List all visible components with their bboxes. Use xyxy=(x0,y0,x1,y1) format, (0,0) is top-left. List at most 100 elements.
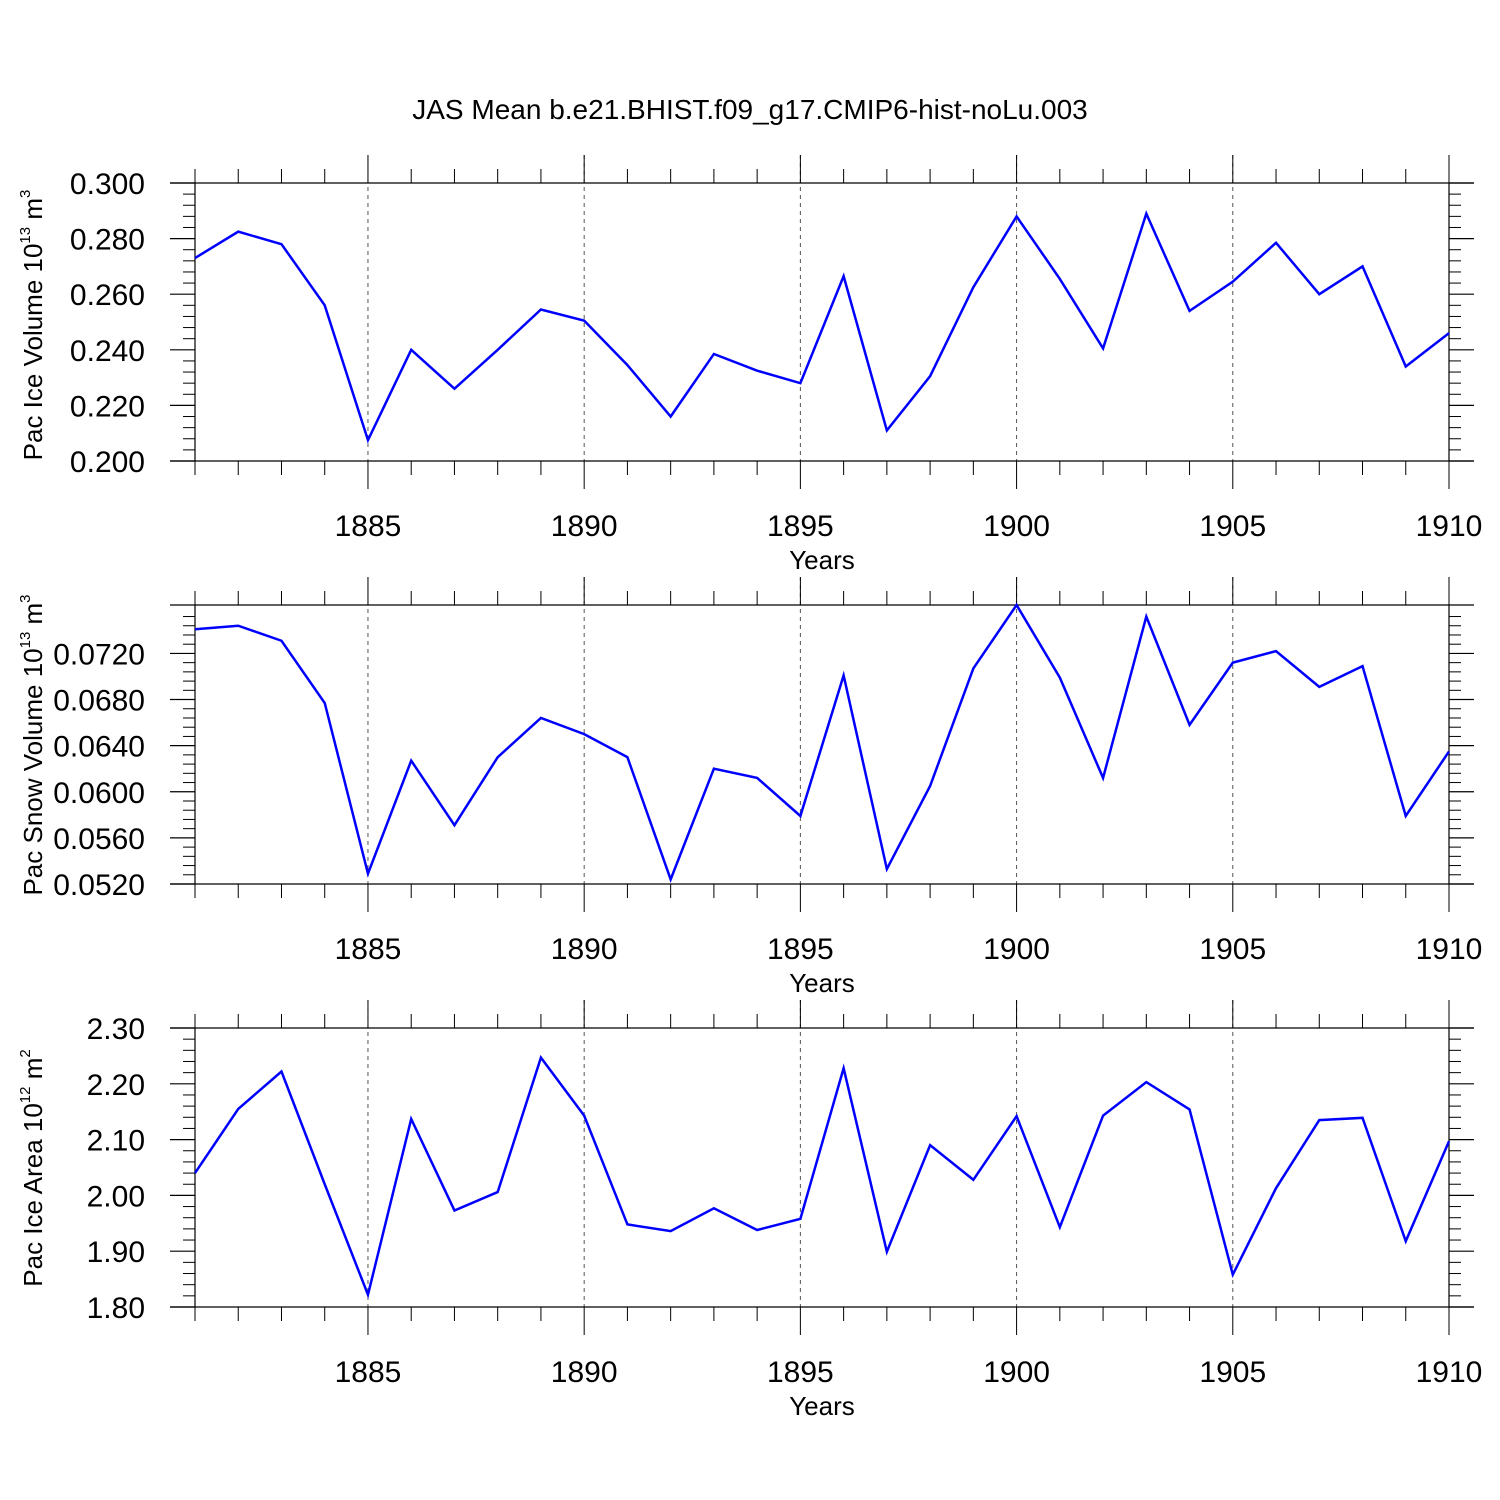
y-tick-label: 0.0560 xyxy=(53,823,145,856)
data-point xyxy=(1274,241,1278,245)
data-point xyxy=(582,1114,586,1118)
data-point xyxy=(798,814,802,818)
y-axis-title-text: Pac Snow Volume 10 xyxy=(18,648,48,895)
data-point xyxy=(1361,664,1365,668)
data-point xyxy=(1404,364,1408,368)
data-point xyxy=(1404,1239,1408,1243)
y-tick-label: 1.80 xyxy=(87,1292,145,1325)
data-point xyxy=(1231,661,1235,665)
y-tick-label: 0.260 xyxy=(70,279,145,312)
data-point xyxy=(193,1171,197,1175)
data-point xyxy=(1101,346,1105,350)
data-point xyxy=(582,319,586,323)
data-point xyxy=(928,374,932,378)
data-point xyxy=(928,1143,932,1147)
x-tick-label: 1885 xyxy=(335,933,402,966)
x-tick-label: 1890 xyxy=(551,933,618,966)
data-point xyxy=(712,1206,716,1210)
y-axis-title-text: Pac Ice Area 10 xyxy=(18,1103,48,1287)
y-tick-label: 2.30 xyxy=(87,1013,145,1046)
data-point xyxy=(409,1117,413,1121)
data-point xyxy=(1317,292,1321,296)
data-point xyxy=(928,784,932,788)
x-tick-label: 1905 xyxy=(1199,510,1266,543)
x-tick-label: 1895 xyxy=(767,510,834,543)
data-point xyxy=(1144,615,1148,619)
data-point xyxy=(1058,676,1062,680)
series-line xyxy=(194,210,1450,444)
data-point xyxy=(625,1222,629,1226)
data-point xyxy=(539,1056,543,1060)
data-point xyxy=(625,755,629,759)
data-point xyxy=(409,759,413,763)
data-point xyxy=(582,732,586,736)
x-tick-label: 1890 xyxy=(551,1356,618,1389)
y-axis-title-unit: m xyxy=(18,1058,48,1087)
data-point xyxy=(1144,212,1148,216)
data-point xyxy=(625,363,629,367)
y-tick-label: 0.200 xyxy=(70,446,145,479)
y-axis-title-unit-exponent: 2 xyxy=(17,1049,34,1057)
data-point xyxy=(798,1217,802,1221)
x-tick-label: 1900 xyxy=(983,1356,1050,1389)
data-point xyxy=(1101,776,1105,780)
y-tick-label: 0.220 xyxy=(70,390,145,423)
x-tick-label: 1885 xyxy=(335,510,402,543)
data-point xyxy=(1317,1118,1321,1122)
data-point xyxy=(452,823,456,827)
data-point xyxy=(323,303,327,307)
data-point xyxy=(842,274,846,278)
data-point xyxy=(1447,749,1451,753)
data-point xyxy=(323,701,327,705)
data-point xyxy=(366,872,370,876)
data-point xyxy=(1188,723,1192,727)
data-point xyxy=(885,428,889,432)
y-axis-title-unit: m xyxy=(18,198,48,227)
panel-2: 1885 1890 1895 1900 1905 1910 0.0520 0.0560 0.06… xyxy=(17,577,1482,998)
data-point xyxy=(1361,1116,1365,1120)
data-point xyxy=(755,1228,759,1232)
data-point xyxy=(1015,214,1019,218)
x-tick-label: 1905 xyxy=(1199,1356,1266,1389)
y-axis-title-unit-exponent: 3 xyxy=(17,594,34,602)
data-point xyxy=(193,256,197,260)
data-point xyxy=(236,624,240,628)
data-point xyxy=(193,627,197,631)
x-tick-label: 1900 xyxy=(983,933,1050,966)
x-tick-label: 1900 xyxy=(983,510,1050,543)
data-point xyxy=(236,1107,240,1111)
data-point xyxy=(1317,685,1321,689)
data-point xyxy=(1274,1186,1278,1190)
x-tick-label: 1895 xyxy=(767,933,834,966)
data-point xyxy=(1188,309,1192,313)
data-point xyxy=(1447,1139,1451,1143)
data-point xyxy=(798,381,802,385)
data-point xyxy=(755,776,759,780)
series-line xyxy=(193,1054,1451,1299)
y-tick-label: 0.300 xyxy=(70,168,145,201)
x-tick-label: 1885 xyxy=(335,1356,402,1389)
y-tick-label: 0.0600 xyxy=(53,777,145,810)
y-tick-label: 0.0680 xyxy=(53,685,145,718)
data-point xyxy=(971,285,975,289)
data-point xyxy=(971,666,975,670)
data-point xyxy=(1058,277,1062,281)
data-point xyxy=(452,387,456,391)
y-axis-title: Pac Ice Area 1012 m2 xyxy=(17,1049,48,1286)
data-point xyxy=(669,1229,673,1233)
data-point xyxy=(1058,1225,1062,1229)
series-line xyxy=(194,602,1451,883)
y-axis-title-exponent: 13 xyxy=(17,227,34,244)
y-tick-label: 0.0720 xyxy=(53,638,145,671)
x-axis-title: Years xyxy=(789,1391,855,1421)
data-point xyxy=(669,415,673,419)
y-tick-label: 1.90 xyxy=(87,1236,145,1269)
data-point xyxy=(496,1190,500,1194)
x-tick-label: 1895 xyxy=(767,1356,834,1389)
data-point xyxy=(279,242,283,246)
y-tick-label: 2.10 xyxy=(87,1125,145,1158)
x-tick-label: 1910 xyxy=(1416,510,1483,543)
data-point xyxy=(1188,1107,1192,1111)
x-tick-label: 1905 xyxy=(1199,933,1266,966)
